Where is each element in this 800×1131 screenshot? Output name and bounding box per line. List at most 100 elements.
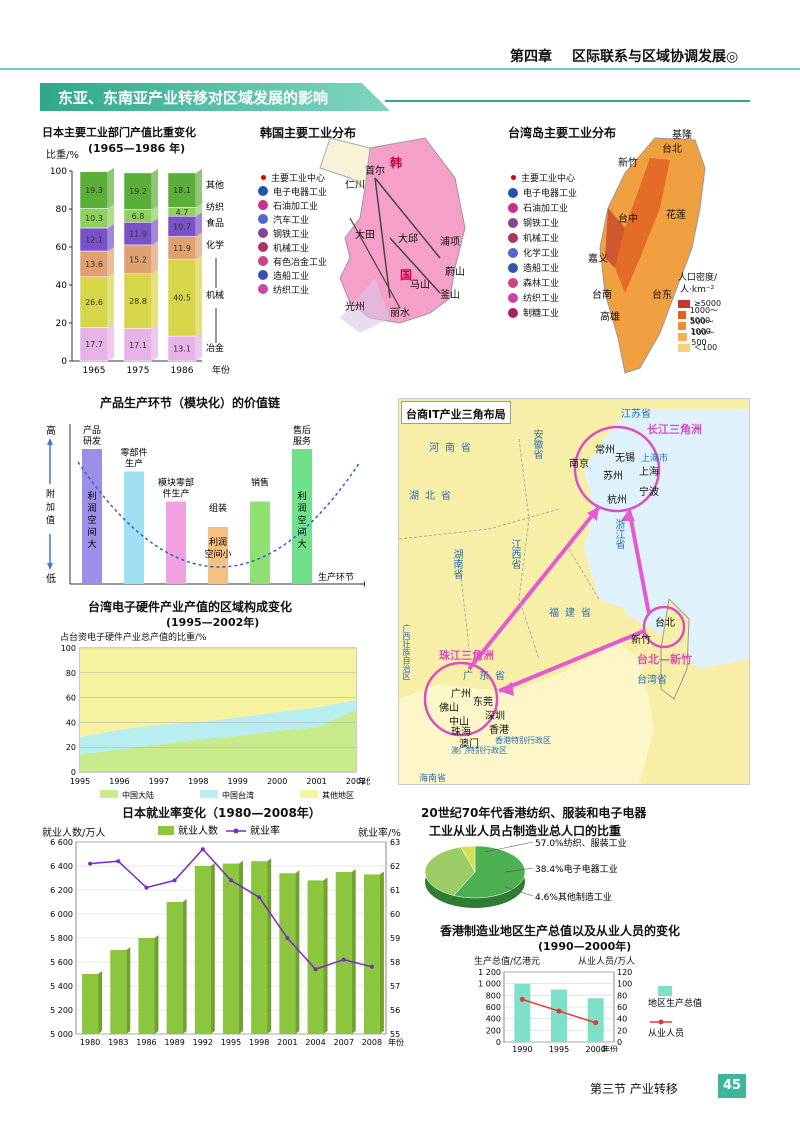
stage-label: 生产 [125, 458, 143, 470]
share-chart-subtitle: (1995—2002年) [166, 616, 260, 629]
legend-line-label: 就业率 [250, 824, 280, 837]
x-tick-label: 1989 [164, 1038, 184, 1047]
legend-symbol [508, 262, 518, 273]
bar-side [108, 224, 114, 251]
stage-inner-char: 间 [87, 526, 96, 538]
bar-side [196, 203, 202, 217]
korea-map-title: 韩国主要工业分布 [260, 126, 357, 140]
y-arrow-down-head [47, 563, 53, 570]
region-taipei-hsinchu: 台北—新竹 [637, 653, 692, 666]
bar-side [152, 240, 158, 274]
x-tick-label: 1995 [221, 1038, 241, 1047]
rate-point [285, 936, 290, 940]
left-tick-label: 6 600 [50, 838, 73, 847]
page-header: 第四章 区际联系与区域协调发展◎ [0, 38, 800, 70]
korea-map-shape [319, 137, 466, 333]
city-hangzhou: 杭州 [607, 495, 627, 506]
legend-label: 中国台湾 [222, 790, 254, 800]
legend-label: 纺织工业 [523, 294, 560, 304]
place-hualien: 花莲 [666, 210, 686, 221]
province-fujian: 福建省 [549, 608, 597, 619]
pie-label: 38.4%电子电器工业 [535, 863, 618, 875]
city-dongguan: 东莞 [473, 697, 493, 708]
stage-inner: 空间小 [204, 548, 231, 560]
pie-leader [504, 867, 534, 873]
x-tick-label: 2008 [362, 1038, 382, 1047]
city-foshan: 佛山 [439, 703, 459, 714]
density-swatch [678, 310, 686, 319]
japan-industry-chart: 日本主要工业部门产值比重变化 (1965—1986 年) 比重/% 0 20 40 6… [40, 118, 240, 393]
x-tick-label: 1975 [127, 366, 150, 376]
gdp-bar [551, 989, 567, 1042]
share-chart-title: 台湾电子硬件产业产值的区域构成变化 [88, 600, 293, 614]
legend-row: 造船工业 [258, 268, 327, 282]
rate-point [200, 847, 205, 852]
taiwan-legend: 主要工业中心 电子电器工业 石油加工业 钢铁工业 机械工业 化学工业 造船工业 森林工业 纺织工… [508, 170, 577, 320]
legend-symbol [511, 175, 516, 180]
legend-label: 机械工业 [523, 234, 560, 244]
province-guangxi: 广西壮族自治区 [402, 624, 411, 680]
bar-side [98, 971, 103, 1034]
right-tick-label: 55 [390, 1030, 400, 1039]
it-map-shape [399, 399, 749, 784]
x-tick-label: 1990 [512, 1045, 532, 1052]
right-tick-label: 58 [390, 958, 400, 967]
x-unit: 年份 [358, 776, 370, 786]
rate-point [257, 895, 262, 900]
chart-subtitle: (1965—1986 年) [88, 142, 186, 155]
stage-inner-char: 空 [297, 514, 306, 526]
pie-title-line2: 工业从业人员占制造业总人口的比重 [429, 824, 622, 838]
legend-row: 汽车工业 [258, 212, 327, 226]
legend-row: 造船工业 [508, 260, 577, 275]
bar-side [154, 935, 159, 1034]
country-label-2: 国 [400, 268, 413, 282]
bar-side [152, 269, 158, 329]
left-tick-label: 400 [486, 1015, 501, 1024]
legend-row: 主要工业中心 [508, 170, 577, 185]
right-tick-label: 120 [617, 968, 632, 977]
segment-value: 28.8 [129, 297, 147, 306]
bar-side [210, 863, 215, 1034]
city-guangzhou: 广州 [451, 689, 471, 700]
place-taipei: 台北 [662, 144, 682, 155]
left-tick-label: 1 000 [478, 980, 501, 989]
employment-bar [138, 938, 155, 1034]
page-number-box: 45 [718, 1074, 746, 1098]
bar-segment [167, 172, 197, 208]
segment-value: 40.5 [173, 294, 191, 303]
stage-inner-char: 利 [87, 490, 96, 502]
taiwan-map: 台湾岛主要工业分布 主要工业中心 电子电器工业 石油加工业 钢铁工业 机械工业 化学工业造… [500, 118, 760, 383]
city-zhuhai: 珠海 [451, 727, 471, 738]
place-hsinchu: 新竹 [618, 158, 638, 169]
legend-symbol [508, 307, 518, 318]
layer-label: 化学 [206, 239, 224, 251]
x-tick-label: 1999 [228, 777, 248, 786]
density-swatch [678, 321, 687, 330]
legend-bar-swatch [158, 826, 174, 835]
stage-label: 售后 [293, 424, 311, 436]
density-rows: ≥5000 1000～5000 500～1000 100～500 ＜100 [678, 298, 721, 353]
density-label: 500～1000 [690, 316, 714, 336]
bar-side [182, 899, 187, 1034]
rate-point [369, 964, 374, 969]
region-pearl: 珠江三角洲 [439, 649, 494, 662]
legend-row: 机械工业 [258, 240, 327, 254]
province-hunan: 湖南省 [451, 549, 462, 579]
x-tick-label: 1998 [188, 777, 208, 786]
x-tick-label: 2001 [277, 1038, 297, 1047]
y-tick-label: 100 [61, 644, 76, 653]
density-legend-unit: 人·km⁻² [680, 285, 715, 295]
right-tick-label: 59 [390, 934, 400, 943]
hk-mfg-subtitle: (1990—2000年) [538, 940, 632, 953]
bar-side [196, 212, 202, 237]
japan-industry-svg: 0 20 40 60 80 100 17.7 26.6 13.6 12.1 10.3 19.3 1965… [50, 167, 230, 376]
segment-value: 15.2 [129, 255, 147, 264]
province-guangdong: 广东省 [463, 671, 511, 682]
city-taipei: 台北 [655, 618, 675, 629]
rate-point [144, 885, 149, 890]
stage-bar [208, 527, 228, 584]
legend-row: 化学工业 [508, 245, 577, 260]
legend-symbol [261, 174, 266, 180]
legend-bar-swatch [658, 986, 672, 996]
pie-slice [424, 846, 476, 896]
